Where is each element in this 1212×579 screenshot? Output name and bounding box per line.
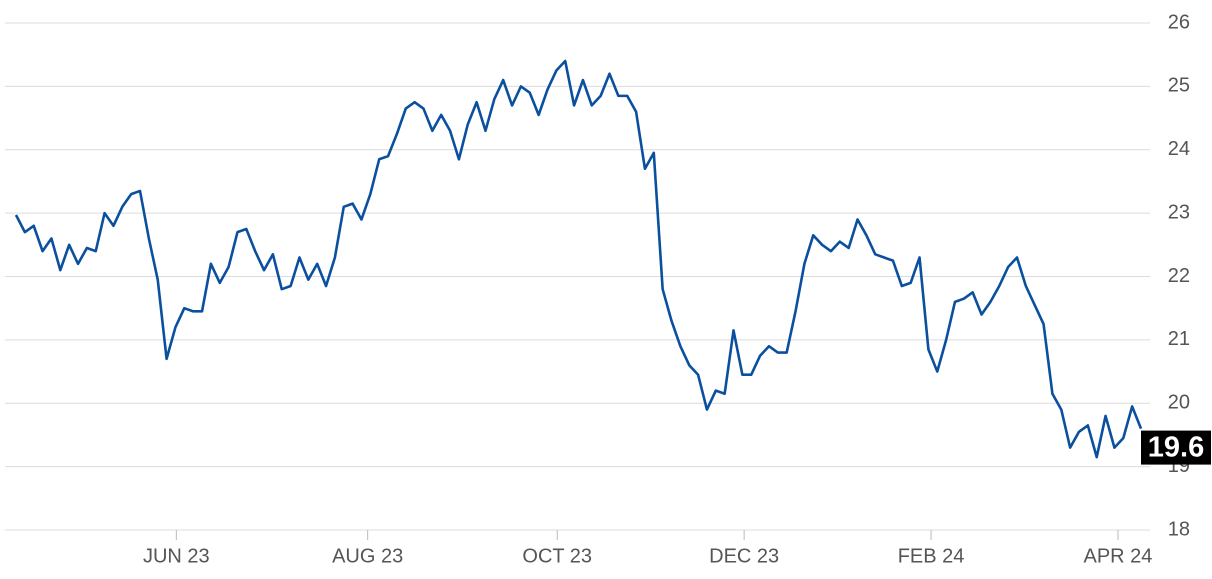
price-line	[14, 59, 1143, 459]
last-value-label: 19.6	[1148, 431, 1204, 463]
x-tick-label: OCT 23	[522, 545, 592, 567]
y-tick-label: 26	[1168, 11, 1190, 33]
y-tick-label: 20	[1168, 392, 1190, 414]
x-tick-label: AUG 23	[332, 545, 403, 567]
x-tick-label: DEC 23	[709, 545, 779, 567]
y-tick-label: 25	[1168, 75, 1190, 97]
x-tick-label: APR 24	[1083, 545, 1152, 567]
x-tick-label: FEB 24	[898, 545, 965, 567]
y-tick-label: 24	[1168, 138, 1190, 160]
y-tick-label: 23	[1168, 201, 1190, 223]
y-tick-label: 21	[1168, 328, 1190, 350]
x-tick-label: JUN 23	[143, 545, 210, 567]
y-tick-label: 18	[1168, 518, 1190, 540]
last-value-badge	[1141, 430, 1211, 465]
y-tick-label: 22	[1168, 265, 1190, 287]
